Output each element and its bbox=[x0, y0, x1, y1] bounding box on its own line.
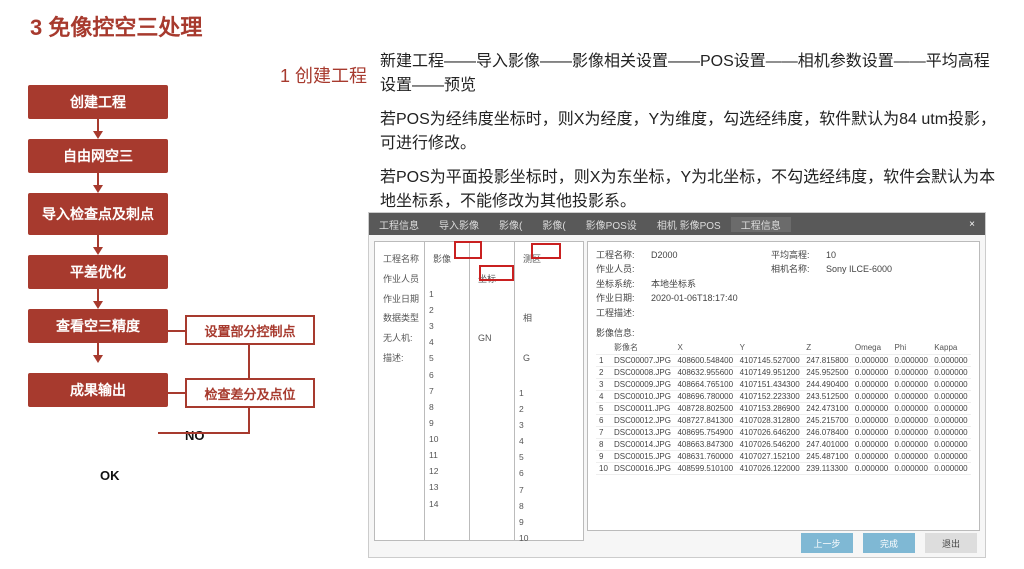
lbl: 相 bbox=[523, 309, 575, 329]
tab[interactable]: 工程信息 bbox=[369, 217, 429, 232]
table-row: 2DSC00008.JPG408632.9556004107149.951200… bbox=[596, 366, 971, 378]
description: 新建工程——导入影像——影像相关设置——POS设置——相机参数设置——平均高程设… bbox=[380, 50, 1000, 224]
flow-box-5: 查看空三精度 bbox=[28, 309, 168, 343]
panel-4: 测区相G 12345678910 bbox=[514, 241, 584, 541]
tab[interactable]: 影像POS设 bbox=[576, 217, 647, 232]
no-label: NO bbox=[185, 428, 205, 443]
desc-p3: 若POS为平面投影坐标时，则X为东坐标，Y为北坐标，不勾选经纬度，软件会默认为本… bbox=[380, 166, 1000, 214]
flow-box-2: 自由网空三 bbox=[28, 139, 168, 173]
val: D2000 bbox=[651, 248, 771, 262]
tab[interactable]: 导入影像 bbox=[429, 217, 489, 232]
lbl: 平均高程: bbox=[771, 248, 826, 262]
table-title: 影像信息: bbox=[596, 326, 971, 339]
done-button[interactable]: 完成 bbox=[863, 533, 915, 553]
table-row: 1DSC00007.JPG408600.5484004107145.527000… bbox=[596, 354, 971, 366]
flow-box-6: 成果输出 bbox=[28, 373, 168, 407]
flow-box-1: 创建工程 bbox=[28, 85, 168, 119]
lbl: 工程描述: bbox=[596, 306, 651, 320]
side-box-1: 设置部分控制点 bbox=[185, 315, 315, 345]
highlight-box bbox=[454, 241, 482, 259]
ok-label: OK bbox=[100, 468, 120, 483]
lbl: G bbox=[523, 349, 575, 369]
table-row: 9DSC00015.JPG408631.7600004107027.152100… bbox=[596, 450, 971, 462]
lbl: 工程名称: bbox=[596, 248, 651, 262]
app-screenshot: 工程信息 导入影像 影像( 影像( 影像POS设 相机 影像POS 工程信息 ×… bbox=[368, 212, 986, 558]
table-row: 10DSC00016.JPG408599.5101004107026.12200… bbox=[596, 462, 971, 474]
flowchart: 创建工程 自由网空三 导入检查点及刺点 平差优化 查看空三精度 成果输出 bbox=[18, 85, 178, 407]
tab-bar: 工程信息 导入影像 影像( 影像( 影像POS设 相机 影像POS 工程信息 × bbox=[369, 213, 985, 235]
lbl: 作业人员: bbox=[596, 262, 651, 276]
desc-p2: 若POS为经纬度坐标时，则X为经度，Y为维度，勾选经纬度，软件默认为84 utm… bbox=[380, 108, 1000, 156]
button-row: 上一步 完成 退出 bbox=[801, 533, 977, 553]
flow-box-3: 导入检查点及刺点 bbox=[28, 193, 168, 235]
val: 2020-01-06T18:17:40 bbox=[651, 291, 738, 305]
exit-button[interactable]: 退出 bbox=[925, 533, 977, 553]
image-table: 影像名XYZOmegaPhiKappa 1DSC00007.JPG408600.… bbox=[596, 341, 971, 475]
close-icon[interactable]: × bbox=[959, 219, 985, 230]
desc-p1: 新建工程——导入影像——影像相关设置——POS设置——相机参数设置——平均高程设… bbox=[380, 50, 1000, 98]
highlight-box bbox=[531, 243, 561, 259]
table-row: 3DSC00009.JPG408664.7651004107151.434300… bbox=[596, 378, 971, 390]
tab[interactable]: 相机 影像POS bbox=[647, 217, 731, 232]
val: 本地坐标系 bbox=[651, 277, 696, 291]
tab[interactable]: 影像( bbox=[532, 217, 575, 232]
info-panel: 工程名称:D2000平均高程:10 作业人员: 相机名称:Sony ILCE-60… bbox=[587, 241, 980, 531]
lbl: 坐标系统: bbox=[596, 277, 651, 291]
val: Sony ILCE-6000 bbox=[826, 262, 892, 276]
page-title: 3 免像控空三处理 bbox=[0, 0, 1024, 42]
table-row: 7DSC00013.JPG408695.7549004107026.646200… bbox=[596, 426, 971, 438]
prev-button[interactable]: 上一步 bbox=[801, 533, 853, 553]
lbl: 相机名称: bbox=[771, 262, 826, 276]
side-box-2: 检查差分及点位 bbox=[185, 378, 315, 408]
highlight-box bbox=[479, 265, 514, 281]
table-row: 6DSC00012.JPG408727.8413004107028.312800… bbox=[596, 414, 971, 426]
tab[interactable]: 影像( bbox=[489, 217, 532, 232]
table-row: 8DSC00014.JPG408663.8473004107026.546200… bbox=[596, 438, 971, 450]
flow-box-4: 平差优化 bbox=[28, 255, 168, 289]
tab-active[interactable]: 工程信息 bbox=[731, 217, 791, 232]
table-row: 5DSC00011.JPG408728.8025004107153.286900… bbox=[596, 402, 971, 414]
table-row: 4DSC00010.JPG408696.7800004107152.223300… bbox=[596, 390, 971, 402]
sub-title: 1 创建工程 bbox=[280, 62, 367, 88]
val: 10 bbox=[826, 248, 836, 262]
lbl: 作业日期: bbox=[596, 291, 651, 305]
